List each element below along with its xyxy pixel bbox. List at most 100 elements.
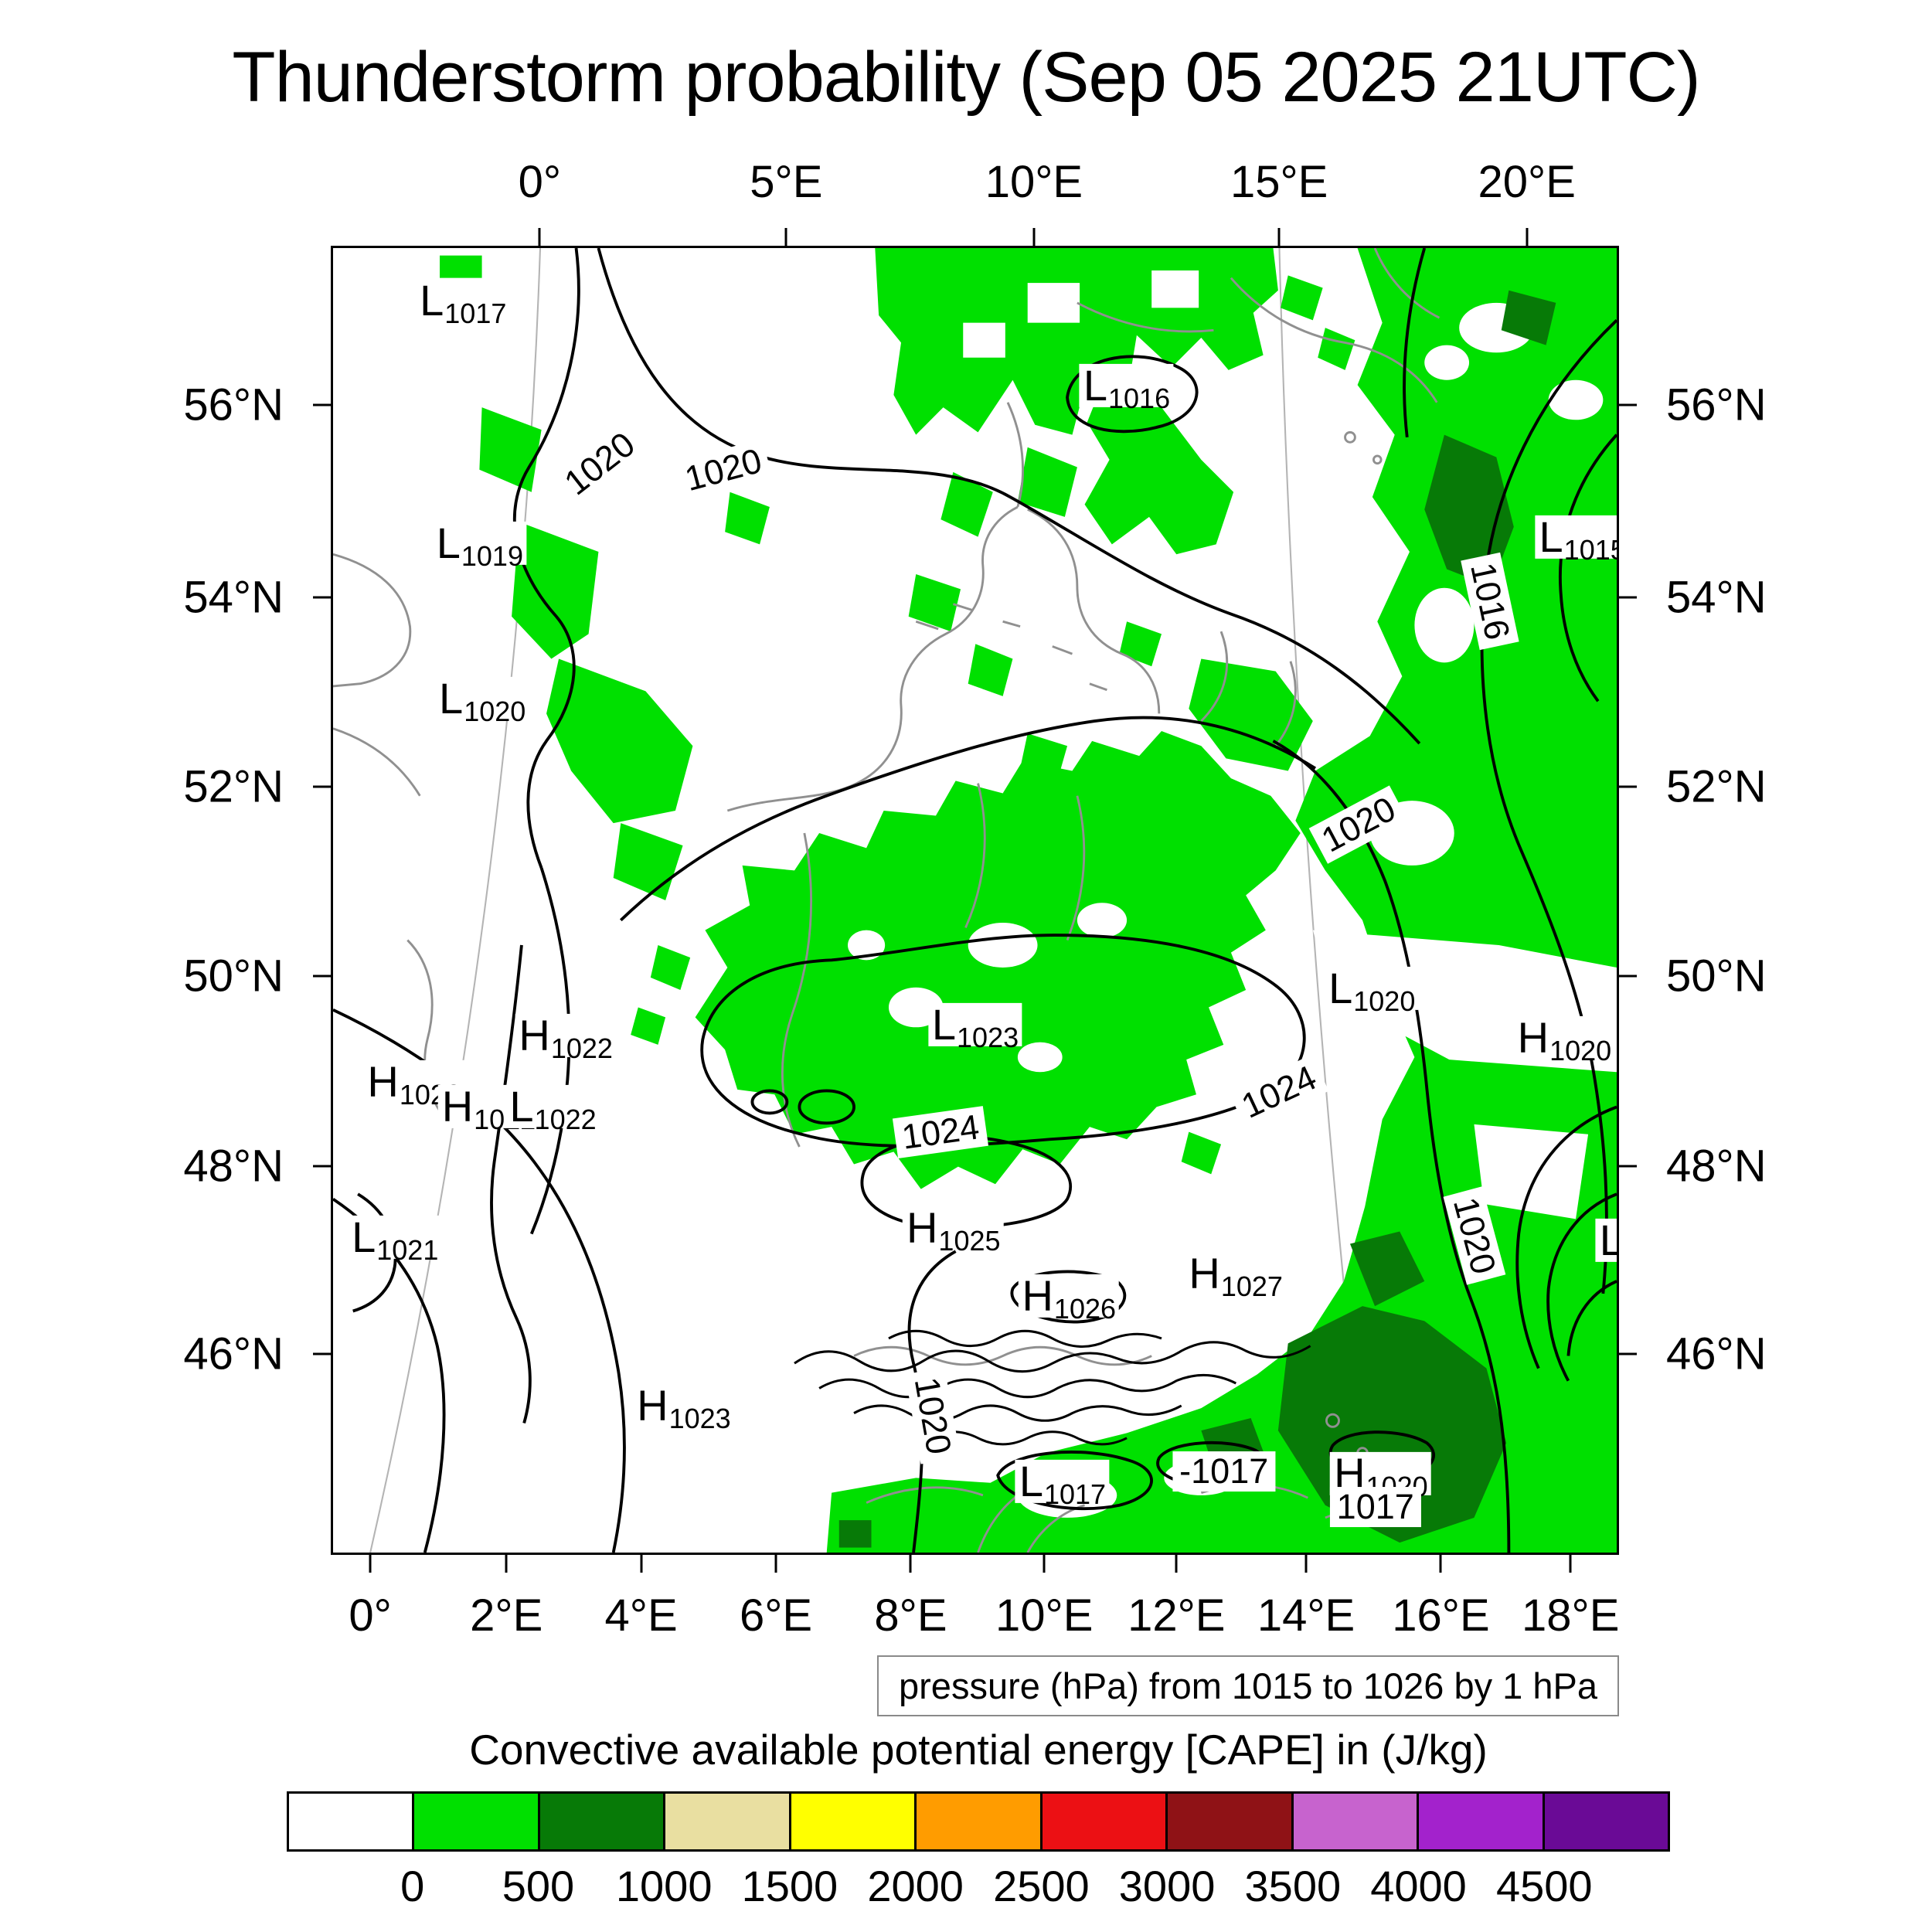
colorbar-cell	[914, 1794, 1040, 1849]
pressure-center-label: L	[1595, 1218, 1617, 1262]
pressure-center-label: L1021	[348, 1213, 442, 1264]
colorbar-cell	[1291, 1794, 1417, 1849]
colorbar	[287, 1791, 1670, 1852]
tick-mark	[774, 1553, 777, 1573]
pressure-center-label: L1016	[1079, 360, 1174, 412]
pressure-center-label: L1017	[1015, 1456, 1110, 1508]
tick-mark	[1617, 785, 1637, 788]
axis-label-right: 54°N	[1666, 572, 1767, 623]
tick-mark	[313, 785, 333, 788]
pressure-center-letter: H	[441, 1082, 474, 1131]
colorbar-cell	[412, 1794, 538, 1849]
pressure-center-letter: L	[509, 1082, 534, 1131]
contour-label: 1024	[1229, 1054, 1329, 1130]
pressure-center-letter: L	[352, 1213, 376, 1262]
colorbar-tick-label: 4000	[1370, 1862, 1467, 1910]
axis-label-bottom: 18°E	[1522, 1590, 1620, 1641]
pressure-center-label: L1023	[927, 1002, 1022, 1051]
axis-label-bottom: 16°E	[1392, 1590, 1490, 1641]
axis-bottom: 0° 2°E 4°E 6°E 8°E 10°E 12°E 14°E 16°E 18°E	[333, 1553, 1620, 1676]
tick-mark	[1617, 1352, 1637, 1355]
tick-mark	[1617, 403, 1637, 406]
contour-label: 1016	[1460, 553, 1519, 651]
pressure-center-value: 1020	[1549, 1034, 1612, 1066]
pressure-center-value: 1017	[444, 298, 507, 330]
colorbar-cell	[1165, 1794, 1291, 1849]
tick-mark	[313, 403, 333, 406]
axis-label-bottom: 10°E	[995, 1590, 1094, 1641]
colorbar-tick-label: 4500	[1495, 1862, 1593, 1910]
tick-mark	[784, 228, 787, 248]
pressure-center-label: L1019	[432, 519, 526, 570]
tick-mark	[1277, 228, 1281, 248]
tick-mark	[1032, 228, 1036, 248]
pressure-center-letter: L	[1019, 1456, 1043, 1505]
pressure-center-letter: H	[519, 1010, 550, 1060]
axis-label-left: 46°N	[183, 1328, 284, 1379]
pressure-caption: pressure (hPa) from 1015 to 1026 by 1 hP…	[877, 1655, 1619, 1716]
pressure-center-value: 1016	[1108, 382, 1171, 414]
pressure-center-label: L1015	[1535, 512, 1617, 563]
tick-mark	[1175, 1553, 1178, 1573]
tick-mark	[1043, 1553, 1046, 1573]
contour-label: -1017	[1172, 1451, 1276, 1492]
pressure-center-value: 1023	[668, 1402, 731, 1434]
colorbar-tick-label: 2500	[993, 1862, 1090, 1910]
axis-label-top: 20°E	[1478, 157, 1576, 207]
contour-label: 1020	[551, 419, 648, 508]
pressure-center-value: 1022	[534, 1104, 597, 1136]
tick-mark	[1617, 1165, 1637, 1168]
tick-mark	[1526, 228, 1529, 248]
pressure-center-label: H1023	[633, 1380, 734, 1432]
axis-label-right: 46°N	[1666, 1328, 1767, 1379]
pressure-center-letter: L	[436, 519, 461, 568]
colorbar-cell	[537, 1794, 664, 1849]
pressure-center-letter: H	[1517, 1012, 1549, 1062]
pressure-center-letter: L	[439, 673, 464, 723]
tick-mark	[1569, 1553, 1572, 1573]
pressure-center-label: H1027	[1185, 1252, 1286, 1301]
pressure-center-letter: L	[420, 276, 444, 325]
tick-mark	[313, 1165, 333, 1168]
contour-label: 1024	[892, 1106, 988, 1159]
colorbar-cell	[1542, 1794, 1668, 1849]
pressure-center-letter: H	[637, 1380, 668, 1430]
pressure-center-value: 1020	[464, 695, 526, 727]
pressure-center-letter: L	[1539, 512, 1563, 561]
pressure-center-label: H1020	[1513, 1012, 1615, 1064]
axis-label-top: 5°E	[750, 157, 823, 207]
contour-label: 1020	[1443, 1186, 1505, 1285]
tick-mark	[313, 596, 333, 599]
pressure-labels-layer: L1017L1019L102010201020L10161016L1015102…	[333, 248, 1617, 1553]
colorbar-cell	[1039, 1794, 1166, 1849]
pressure-center-value: 1017	[1043, 1478, 1107, 1510]
axis-label-left: 56°N	[183, 379, 284, 430]
tick-mark	[369, 1553, 372, 1573]
pressure-center-label: H1026	[1018, 1274, 1120, 1323]
colorbar-tick-label: 0	[400, 1862, 425, 1910]
pressure-center-value: 1021	[376, 1234, 439, 1267]
colorbar-cell	[1417, 1794, 1543, 1849]
axis-label-bottom: 2°E	[470, 1590, 543, 1641]
axis-label-right: 56°N	[1666, 379, 1767, 430]
axis-label-right: 48°N	[1666, 1141, 1767, 1192]
pressure-center-label: H1025	[902, 1206, 1004, 1255]
pressure-center-value: 1026	[1053, 1293, 1117, 1325]
axis-label-left: 52°N	[183, 761, 284, 812]
tick-mark	[505, 1553, 508, 1573]
tick-mark	[1439, 1553, 1442, 1573]
colorbar-cell	[289, 1794, 413, 1849]
pressure-center-value: 1027	[1220, 1270, 1283, 1303]
colorbar-tick-label: 1000	[615, 1862, 713, 1910]
axis-right: 56°N 54°N 52°N 50°N 48°N 46°N	[1617, 248, 1794, 1553]
contour-label: 1020	[904, 1367, 961, 1464]
axis-label-left: 48°N	[183, 1141, 284, 1192]
legend-title: Convective available potential energy [C…	[469, 1726, 1488, 1774]
tick-mark	[640, 1553, 643, 1573]
colorbar-tick-label: 2000	[867, 1862, 964, 1910]
contour-label: 1020	[674, 438, 773, 502]
axis-label-left: 50°N	[183, 951, 284, 1002]
axis-label-bottom: 8°E	[874, 1590, 947, 1641]
pressure-center-letter: L	[1083, 360, 1108, 410]
